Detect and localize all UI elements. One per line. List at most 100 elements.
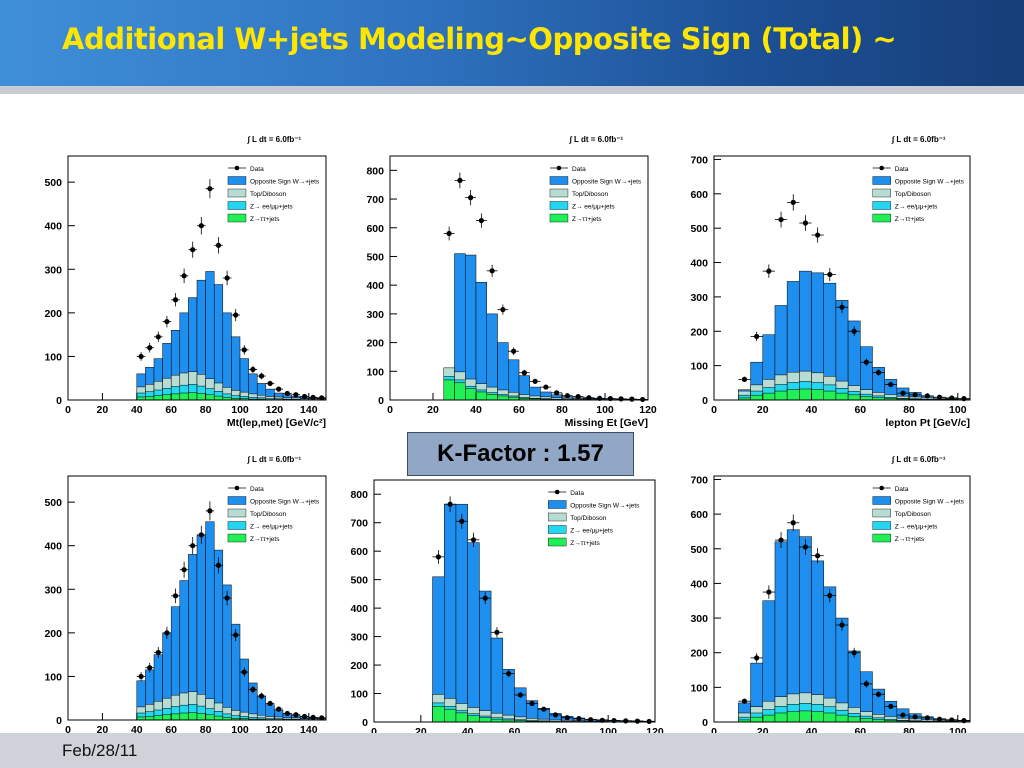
x-tick-label: 0 (711, 404, 717, 416)
legend-swatch (227, 508, 247, 518)
z-tautau-bar (762, 714, 776, 723)
legend-swatch (227, 521, 247, 530)
legend-label: Top/Diboson (895, 191, 932, 198)
data-point (778, 216, 784, 223)
legend-marker (879, 165, 885, 171)
legend-label: Z→ττ+jets (572, 216, 602, 223)
legend-marker (234, 485, 240, 491)
data-point (276, 386, 282, 392)
data-point (599, 717, 605, 723)
x-tick-label: 40 (131, 404, 143, 416)
data-point (301, 393, 308, 400)
data-point (181, 567, 187, 573)
z-tautau-bar (811, 711, 824, 723)
y-tick-label: 600 (350, 546, 368, 558)
data-point (319, 395, 325, 401)
data-point (470, 537, 477, 543)
x-tick-label: 120 (639, 404, 657, 416)
lumi-label: ∫ L dt = 6.0fb⁻¹ (569, 135, 624, 144)
x-axis-label: lepton Pt [GeV/c] (885, 417, 970, 429)
legend-label: Opposite Sign W→+jets (895, 179, 965, 186)
data-point (888, 703, 894, 710)
footer-date: Feb/28/11 (62, 741, 138, 760)
k-factor-callout-label: K-Factor : 1.57 (437, 440, 604, 467)
legend-label: Data (572, 166, 586, 173)
z-tautau-bar (823, 712, 837, 723)
data-point (802, 220, 809, 226)
data-point (851, 650, 857, 656)
data-point (646, 718, 652, 725)
data-point (138, 673, 144, 680)
data-point (181, 273, 187, 279)
legend-label: Z→ττ+jets (250, 216, 280, 223)
y-tick-label: 0 (56, 715, 62, 727)
data-point (961, 718, 967, 724)
data-point (766, 589, 772, 595)
y-tick-label: 700 (350, 518, 368, 530)
axes-frame (67, 155, 327, 401)
y-tick-label: 500 (690, 223, 708, 235)
y-tick-label: 700 (366, 194, 384, 206)
x-tick-label: 20 (427, 404, 439, 416)
legend-swatch (872, 213, 891, 223)
legend-swatch (549, 176, 569, 185)
data-point (310, 714, 316, 720)
legend-label: Top/Diboson (250, 191, 287, 198)
y-tick-label: 100 (366, 366, 384, 378)
x-tick-label: 140 (300, 404, 318, 416)
data-point (224, 275, 230, 281)
data-point (875, 691, 882, 697)
data-point (564, 393, 570, 399)
legend-marker (554, 489, 560, 495)
x-axis-label: Missing Et [GeV] (565, 417, 648, 429)
z-tautau-bar (847, 716, 861, 723)
data-point (815, 553, 821, 559)
data-point (912, 392, 918, 398)
k-factor-callout-box (407, 432, 634, 476)
data-point (754, 655, 760, 661)
y-tick-label: 100 (690, 361, 708, 373)
y-tick-label: 200 (690, 648, 708, 660)
legend-label: Z→ ee/μμ+jets (570, 528, 613, 535)
data-point (521, 370, 527, 376)
legend-swatch (549, 188, 569, 198)
legend-swatch (227, 533, 247, 543)
x-tick-label: 40 (470, 404, 482, 416)
w-jets-bar (786, 529, 800, 723)
legend-swatch (872, 521, 891, 530)
z-tautau-bar (799, 710, 812, 723)
legend-label: Z→ ee/μμ+jets (895, 524, 938, 531)
y-tick-label: 400 (350, 603, 368, 615)
data-point (284, 710, 290, 717)
data-point (233, 312, 239, 318)
data-point (517, 692, 523, 698)
data-point (611, 717, 617, 724)
x-tick-label: 100 (231, 404, 249, 416)
lumi-label: ∫ L dt = 6.0fb⁻¹ (891, 455, 946, 464)
x-tick-label: 20 (415, 726, 427, 738)
data-point (164, 318, 170, 325)
w-jets-bar (774, 541, 788, 723)
data-point (215, 242, 222, 248)
x-tick-label: 80 (555, 726, 567, 738)
data-point (190, 247, 196, 253)
legend-swatch (872, 508, 891, 518)
legend-marker (556, 165, 562, 171)
x-tick-label: 100 (596, 404, 614, 416)
x-tick-label: 20 (757, 726, 769, 738)
data-point (190, 543, 196, 549)
x-tick-label: 100 (949, 404, 967, 416)
data-point (207, 186, 213, 192)
y-tick-label: 400 (690, 578, 708, 590)
x-tick-label: 20 (757, 404, 769, 416)
data-point (863, 681, 869, 687)
legend-swatch (227, 213, 247, 223)
data-point (790, 520, 796, 526)
data-point (457, 177, 463, 183)
x-axis-label: Mt(lep,met) [GeV/c²] (227, 417, 326, 429)
x-tick-label: 80 (200, 404, 212, 416)
data-point (506, 671, 512, 677)
y-tick-label: 200 (366, 338, 384, 350)
y-tick-label: 600 (366, 223, 384, 235)
